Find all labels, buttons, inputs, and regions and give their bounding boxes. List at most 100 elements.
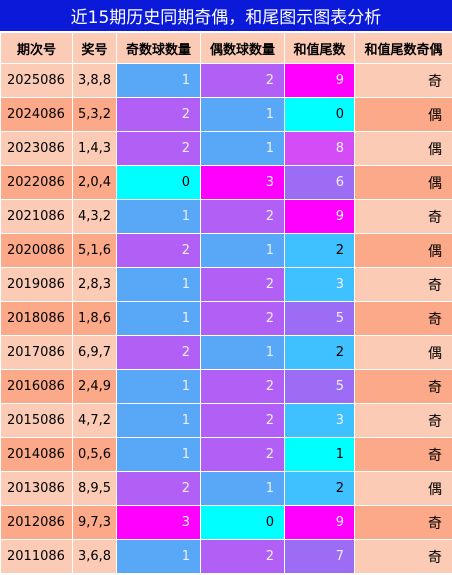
- issue-cell: 2016086: [0, 369, 73, 404]
- number-cell: 5,1,6: [72, 233, 117, 268]
- table-row: 2013086 8,9,5 2 1 2 偶: [0, 471, 452, 506]
- odd-count-cell: 2: [116, 335, 201, 370]
- table-row: 2025086 3,8,8 1 2 9 奇: [0, 63, 452, 98]
- number-cell: 0,5,6: [72, 437, 117, 472]
- odd-count-cell: 2: [116, 97, 201, 132]
- odd-count-cell: 2: [116, 233, 201, 268]
- number-cell: 4,7,2: [72, 403, 117, 438]
- even-count-cell: 1: [200, 97, 285, 132]
- parity-cell: 奇: [354, 437, 452, 472]
- parity-cell: 偶: [354, 165, 452, 200]
- even-count-cell: 2: [200, 403, 285, 438]
- odd-count-cell: 2: [116, 131, 201, 166]
- even-count-cell: 1: [200, 471, 285, 506]
- issue-cell: 2022086: [0, 165, 73, 200]
- parity-cell: 奇: [354, 539, 452, 574]
- issue-cell: 2017086: [0, 335, 73, 370]
- header-sum-tail-parity: 和值尾数奇偶: [354, 32, 452, 64]
- even-count-cell: 1: [200, 335, 285, 370]
- issue-cell: 2012086: [0, 505, 73, 540]
- parity-cell: 偶: [354, 131, 452, 166]
- parity-cell: 偶: [354, 97, 452, 132]
- odd-count-cell: 1: [116, 199, 201, 234]
- table-row: 2012086 9,7,3 3 0 9 奇: [0, 505, 452, 540]
- table-row: 2022086 2,0,4 0 3 6 偶: [0, 165, 452, 200]
- table-row: 2024086 5,3,2 2 1 0 偶: [0, 97, 452, 132]
- odd-count-cell: 1: [116, 539, 201, 574]
- table-row: 2021086 4,3,2 1 2 9 奇: [0, 199, 452, 234]
- odd-count-cell: 1: [116, 369, 201, 404]
- even-count-cell: 2: [200, 301, 285, 336]
- parity-cell: 奇: [354, 403, 452, 438]
- sum-tail-cell: 3: [284, 403, 355, 438]
- sum-tail-cell: 1: [284, 437, 355, 472]
- parity-table: 期次号 奖号 奇数球数量 偶数球数量 和值尾数 和值尾数奇偶 2025086 3,…: [0, 32, 452, 574]
- sum-tail-cell: 0: [284, 97, 355, 132]
- odd-count-cell: 2: [116, 471, 201, 506]
- sum-tail-cell: 8: [284, 131, 355, 166]
- header-row: 期次号 奖号 奇数球数量 偶数球数量 和值尾数 和值尾数奇偶: [0, 32, 452, 64]
- issue-cell: 2018086: [0, 301, 73, 336]
- sum-tail-cell: 2: [284, 471, 355, 506]
- table-row: 2023086 1,4,3 2 1 8 偶: [0, 131, 452, 166]
- table-row: 2020086 5,1,6 2 1 2 偶: [0, 233, 452, 268]
- even-count-cell: 0: [200, 505, 285, 540]
- table-row: 2014086 0,5,6 1 2 1 奇: [0, 437, 452, 472]
- parity-cell: 奇: [354, 369, 452, 404]
- even-count-cell: 1: [200, 131, 285, 166]
- header-even-count: 偶数球数量: [200, 32, 285, 64]
- header-number: 奖号: [72, 32, 117, 64]
- number-cell: 4,3,2: [72, 199, 117, 234]
- table-row: 2016086 2,4,9 1 2 5 奇: [0, 369, 452, 404]
- issue-cell: 2024086: [0, 97, 73, 132]
- issue-cell: 2013086: [0, 471, 73, 506]
- number-cell: 2,0,4: [72, 165, 117, 200]
- sum-tail-cell: 5: [284, 301, 355, 336]
- odd-count-cell: 1: [116, 437, 201, 472]
- parity-cell: 奇: [354, 63, 452, 98]
- number-cell: 8,9,5: [72, 471, 117, 506]
- number-cell: 2,4,9: [72, 369, 117, 404]
- issue-cell: 2025086: [0, 63, 73, 98]
- number-cell: 5,3,2: [72, 97, 117, 132]
- issue-cell: 2011086: [0, 539, 73, 574]
- parity-cell: 偶: [354, 335, 452, 370]
- odd-count-cell: 1: [116, 403, 201, 438]
- number-cell: 9,7,3: [72, 505, 117, 540]
- number-cell: 1,8,6: [72, 301, 117, 336]
- sum-tail-cell: 2: [284, 233, 355, 268]
- sum-tail-cell: 2: [284, 335, 355, 370]
- even-count-cell: 2: [200, 199, 285, 234]
- table-row: 2011086 3,6,8 1 2 7 奇: [0, 539, 452, 574]
- table-row: 2019086 2,8,3 1 2 3 奇: [0, 267, 452, 302]
- even-count-cell: 2: [200, 63, 285, 98]
- number-cell: 2,8,3: [72, 267, 117, 302]
- sum-tail-cell: 5: [284, 369, 355, 404]
- sum-tail-cell: 9: [284, 199, 355, 234]
- issue-cell: 2019086: [0, 267, 73, 302]
- header-sum-tail: 和值尾数: [284, 32, 355, 64]
- issue-cell: 2014086: [0, 437, 73, 472]
- number-cell: 1,4,3: [72, 131, 117, 166]
- parity-cell: 奇: [354, 301, 452, 336]
- sum-tail-cell: 9: [284, 63, 355, 98]
- chart-title: 近15期历史同期奇偶，和尾图示图表分析: [0, 0, 452, 32]
- number-cell: 3,8,8: [72, 63, 117, 98]
- sum-tail-cell: 9: [284, 505, 355, 540]
- number-cell: 6,9,7: [72, 335, 117, 370]
- parity-cell: 偶: [354, 471, 452, 506]
- number-cell: 3,6,8: [72, 539, 117, 574]
- parity-cell: 奇: [354, 199, 452, 234]
- odd-count-cell: 1: [116, 301, 201, 336]
- issue-cell: 2021086: [0, 199, 73, 234]
- odd-count-cell: 3: [116, 505, 201, 540]
- even-count-cell: 2: [200, 369, 285, 404]
- sum-tail-cell: 3: [284, 267, 355, 302]
- odd-count-cell: 1: [116, 267, 201, 302]
- table-row: 2017086 6,9,7 2 1 2 偶: [0, 335, 452, 370]
- issue-cell: 2023086: [0, 131, 73, 166]
- even-count-cell: 2: [200, 539, 285, 574]
- even-count-cell: 2: [200, 437, 285, 472]
- parity-cell: 偶: [354, 233, 452, 268]
